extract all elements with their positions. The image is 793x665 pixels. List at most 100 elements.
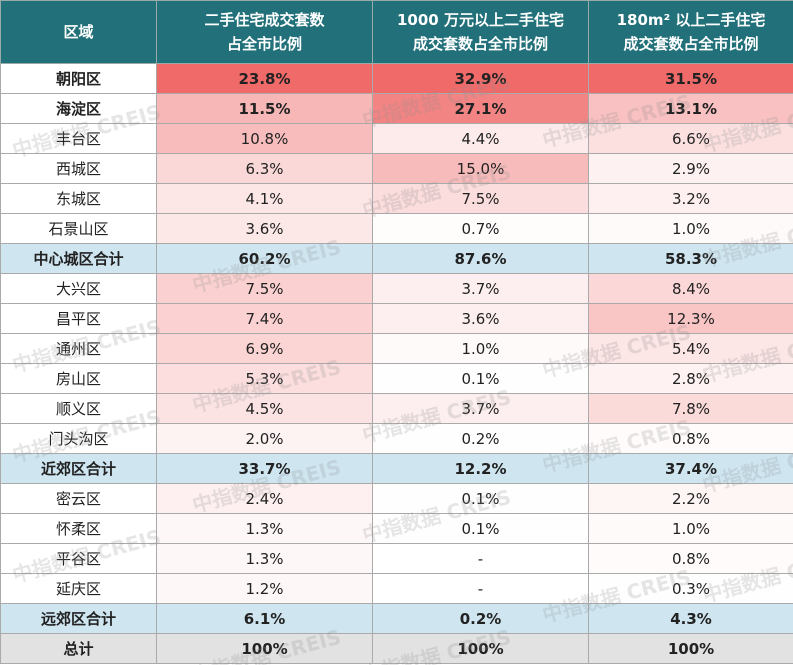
district-cell: 西城区 bbox=[0, 153, 157, 184]
value-cell: 0.7% bbox=[372, 213, 589, 244]
value-cell: 23.8% bbox=[156, 63, 373, 94]
table-row: 昌平区 7.4% 3.6% 12.3% bbox=[0, 303, 793, 334]
header-cell: 区域 bbox=[0, 0, 157, 64]
value-cell: 11.5% bbox=[156, 93, 373, 124]
table-row: 通州区 6.9% 1.0% 5.4% bbox=[0, 333, 793, 364]
value-cell: 2.0% bbox=[156, 423, 373, 454]
value-cell: 0.1% bbox=[372, 513, 589, 544]
value-cell: 3.7% bbox=[372, 273, 589, 304]
value-cell: 4.5% bbox=[156, 393, 373, 424]
value-cell: 31.5% bbox=[588, 63, 793, 94]
value-cell: 2.8% bbox=[588, 363, 793, 394]
district-cell: 大兴区 bbox=[0, 273, 157, 304]
value-cell: 10.8% bbox=[156, 123, 373, 154]
table-row: 中心城区合计 60.2% 87.6% 58.3% bbox=[0, 243, 793, 274]
value-cell: 1.3% bbox=[156, 543, 373, 574]
value-cell: 12.3% bbox=[588, 303, 793, 334]
value-cell: 5.4% bbox=[588, 333, 793, 364]
value-cell: 0.3% bbox=[588, 573, 793, 604]
value-cell: - bbox=[372, 543, 589, 574]
value-cell: 7.5% bbox=[372, 183, 589, 214]
district-cell: 远郊区合计 bbox=[0, 603, 157, 634]
value-cell: 4.3% bbox=[588, 603, 793, 634]
table-row: 朝阳区 23.8% 32.9% 31.5% bbox=[0, 63, 793, 94]
value-cell: 6.6% bbox=[588, 123, 793, 154]
district-cell: 昌平区 bbox=[0, 303, 157, 334]
value-cell: 3.7% bbox=[372, 393, 589, 424]
header-text: 180m² 以上二手住宅 bbox=[616, 11, 766, 29]
district-cell: 顺义区 bbox=[0, 393, 157, 424]
header-text: 成交套数占全市比例 bbox=[412, 35, 548, 53]
header-text: 占全市比例 bbox=[226, 35, 302, 53]
district-cell: 朝阳区 bbox=[0, 63, 157, 94]
value-cell: 3.6% bbox=[372, 303, 589, 334]
value-cell: 0.1% bbox=[372, 483, 589, 514]
value-cell: 6.1% bbox=[156, 603, 373, 634]
district-cell: 通州区 bbox=[0, 333, 157, 364]
value-cell: 4.4% bbox=[372, 123, 589, 154]
header-row: 区域 二手住宅成交套数 占全市比例 1000 万元以上二手住宅 成交套数占全市比例 180… bbox=[0, 0, 793, 64]
district-cell: 房山区 bbox=[0, 363, 157, 394]
value-cell: 37.4% bbox=[588, 453, 793, 484]
header-text: 二手住宅成交套数 bbox=[204, 11, 325, 29]
table-row: 总计 100% 100% 100% bbox=[0, 633, 793, 664]
district-cell: 怀柔区 bbox=[0, 513, 157, 544]
value-cell: 2.2% bbox=[588, 483, 793, 514]
value-cell: 0.8% bbox=[588, 543, 793, 574]
value-cell: 100% bbox=[156, 633, 373, 664]
header-cell: 1000 万元以上二手住宅 成交套数占全市比例 bbox=[372, 0, 589, 64]
district-cell: 东城区 bbox=[0, 183, 157, 214]
district-cell: 平谷区 bbox=[0, 543, 157, 574]
district-cell: 延庆区 bbox=[0, 573, 157, 604]
value-cell: 0.2% bbox=[372, 423, 589, 454]
value-cell: 32.9% bbox=[372, 63, 589, 94]
value-cell: 6.3% bbox=[156, 153, 373, 184]
table-row: 丰台区 10.8% 4.4% 6.6% bbox=[0, 123, 793, 154]
value-cell: 1.3% bbox=[156, 513, 373, 544]
district-cell: 中心城区合计 bbox=[0, 243, 157, 274]
district-cell: 门头沟区 bbox=[0, 423, 157, 454]
value-cell: 4.1% bbox=[156, 183, 373, 214]
value-cell: 6.9% bbox=[156, 333, 373, 364]
table-row: 延庆区 1.2% -0.3% bbox=[0, 573, 793, 604]
table-row: 顺义区 4.5% 3.7% 7.8% bbox=[0, 393, 793, 424]
value-cell: 15.0% bbox=[372, 153, 589, 184]
value-cell: 7.4% bbox=[156, 303, 373, 334]
header-text: 区域 bbox=[63, 23, 94, 41]
header-text: 成交套数占全市比例 bbox=[623, 35, 759, 53]
value-cell: 1.2% bbox=[156, 573, 373, 604]
value-cell: 33.7% bbox=[156, 453, 373, 484]
value-cell: - bbox=[372, 573, 589, 604]
table-row: 远郊区合计 6.1% 0.2% 4.3% bbox=[0, 603, 793, 634]
district-cell: 密云区 bbox=[0, 483, 157, 514]
table-row: 东城区 4.1% 7.5% 3.2% bbox=[0, 183, 793, 214]
table-row: 石景山区 3.6% 0.7% 1.0% bbox=[0, 213, 793, 244]
value-cell: 1.0% bbox=[588, 513, 793, 544]
value-cell: 3.6% bbox=[156, 213, 373, 244]
value-cell: 8.4% bbox=[588, 273, 793, 304]
header-text: 1000 万元以上二手住宅 bbox=[397, 11, 564, 29]
value-cell: 5.3% bbox=[156, 363, 373, 394]
header-cell: 二手住宅成交套数 占全市比例 bbox=[156, 0, 373, 64]
value-cell: 7.8% bbox=[588, 393, 793, 424]
district-cell: 丰台区 bbox=[0, 123, 157, 154]
value-cell: 2.4% bbox=[156, 483, 373, 514]
table-row: 门头沟区 2.0% 0.2% 0.8% bbox=[0, 423, 793, 454]
value-cell: 1.0% bbox=[588, 213, 793, 244]
table-row: 大兴区 7.5% 3.7% 8.4% bbox=[0, 273, 793, 304]
table-row: 平谷区 1.3% -0.8% bbox=[0, 543, 793, 574]
table-row: 近郊区合计 33.7% 12.2% 37.4% bbox=[0, 453, 793, 484]
value-cell: 100% bbox=[372, 633, 589, 664]
value-cell: 100% bbox=[588, 633, 793, 664]
value-cell: 12.2% bbox=[372, 453, 589, 484]
value-cell: 87.6% bbox=[372, 243, 589, 274]
district-cell: 近郊区合计 bbox=[0, 453, 157, 484]
value-cell: 3.2% bbox=[588, 183, 793, 214]
value-cell: 1.0% bbox=[372, 333, 589, 364]
value-cell: 0.2% bbox=[372, 603, 589, 634]
table-row: 海淀区 11.5% 27.1% 13.1% bbox=[0, 93, 793, 124]
table-row: 密云区 2.4% 0.1% 2.2% bbox=[0, 483, 793, 514]
value-cell: 0.8% bbox=[588, 423, 793, 454]
